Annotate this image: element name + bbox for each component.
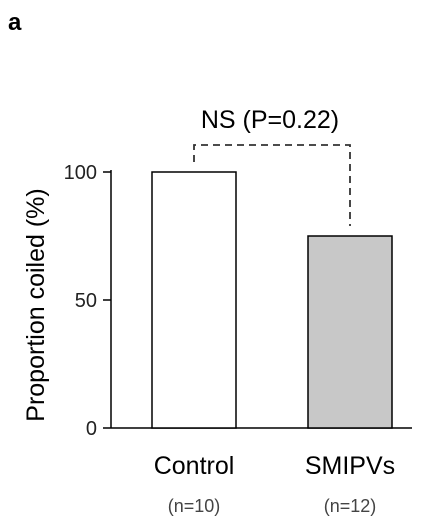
y-tick-label: 50 bbox=[75, 290, 97, 312]
category-labels: Control (n=10) SMIPVs (n=12) bbox=[154, 452, 395, 516]
y-ticks: 0 50 100 bbox=[64, 162, 111, 440]
y-tick-label: 100 bbox=[64, 162, 97, 184]
sample-size-label: (n=12) bbox=[324, 496, 377, 516]
bar-smipvs bbox=[308, 236, 392, 428]
panel-label: a bbox=[8, 9, 22, 36]
sample-size-label: (n=10) bbox=[168, 496, 221, 516]
category-label: Control bbox=[154, 452, 235, 480]
category-label: SMIPVs bbox=[305, 452, 395, 480]
y-tick-label: 0 bbox=[86, 418, 97, 440]
y-axis-label: Proportion coiled (%) bbox=[22, 188, 50, 421]
bar-control bbox=[152, 172, 236, 428]
bars bbox=[152, 172, 392, 428]
significance-label: NS (P=0.22) bbox=[201, 106, 339, 134]
